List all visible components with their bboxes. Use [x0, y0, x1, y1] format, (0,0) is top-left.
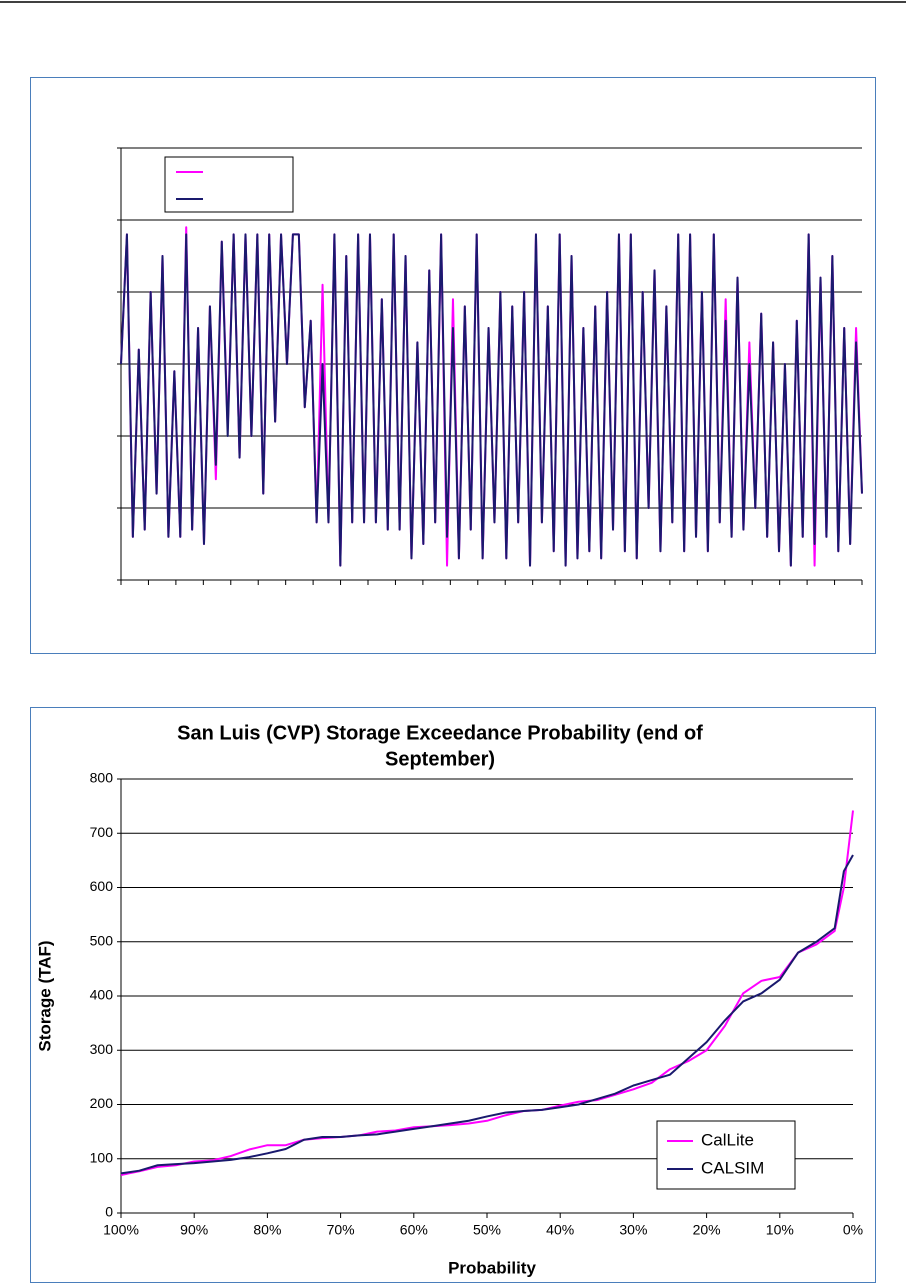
x-tick-label: 60% — [400, 1222, 428, 1238]
y-axis-label: Storage (TAF) — [35, 940, 54, 1051]
x-tick-label: 50% — [473, 1222, 501, 1238]
x-tick-label: 30% — [619, 1222, 647, 1238]
y-tick-label: 500 — [90, 932, 114, 948]
x-tick-label: 40% — [546, 1222, 574, 1238]
y-tick-label: 200 — [90, 1095, 114, 1111]
y-tick-label: 300 — [90, 1041, 114, 1057]
x-tick-label: 100% — [103, 1222, 139, 1238]
y-tick-label: 600 — [90, 878, 114, 894]
x-tick-label: 10% — [766, 1222, 794, 1238]
legend-label: CALSIM — [701, 1158, 764, 1177]
x-tick-label: 80% — [253, 1222, 281, 1238]
x-tick-label: 70% — [327, 1222, 355, 1238]
x-tick-label: 20% — [693, 1222, 721, 1238]
chart-frame — [30, 77, 876, 654]
x-tick-label: 0% — [843, 1222, 863, 1238]
y-tick-label: 0 — [105, 1204, 113, 1220]
y-tick-label: 400 — [90, 987, 114, 1003]
series-line — [120, 233, 863, 567]
legend-box — [164, 156, 294, 213]
x-tick-label: 90% — [180, 1222, 208, 1238]
legend-box — [656, 1120, 796, 1190]
series-line — [120, 854, 854, 1175]
chart-frame — [30, 707, 876, 1283]
chart-title: September) — [385, 748, 495, 770]
x-axis-label: Probability — [448, 1258, 536, 1277]
series-line — [120, 810, 854, 1177]
y-tick-label: 800 — [90, 770, 114, 786]
chart-title: San Luis (CVP) Storage Exceedance Probab… — [177, 722, 703, 744]
y-tick-label: 100 — [90, 1149, 114, 1165]
y-tick-label: 700 — [90, 824, 114, 840]
legend-label: CalLite — [701, 1130, 754, 1149]
